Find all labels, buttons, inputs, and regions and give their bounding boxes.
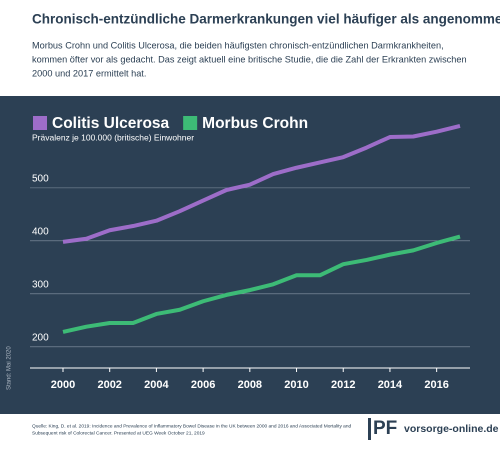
- website: vorsorge-online.de: [404, 423, 499, 435]
- x-tick-label: 2006: [191, 379, 215, 391]
- y-tick-label: 300: [32, 279, 49, 290]
- y-tick-label: 400: [32, 226, 49, 237]
- y-tick-label: 500: [32, 174, 49, 185]
- legend-swatch: [183, 116, 198, 130]
- y-axis-label: Prävalenz je 100.000 (britische) Einwohn…: [32, 132, 194, 142]
- x-tick-label: 2008: [238, 379, 262, 391]
- source: Quelle: King, D. et al. 2019: Incidence …: [32, 423, 352, 429]
- side-note: Stand: Mai 2020: [7, 346, 13, 390]
- y-tick-label: 200: [32, 332, 49, 343]
- x-tick-label: 2000: [51, 379, 75, 391]
- subtitle: Morbus Crohn und Colitis Ulcerosa, die b…: [32, 40, 444, 50]
- x-tick-label: 2016: [424, 379, 448, 391]
- subtitle: kommen öfter vor als gedacht. Das zeigt …: [32, 54, 467, 64]
- chart-title: Chronisch-entzündliche Darmerkrankungen …: [32, 12, 500, 27]
- logo: PF: [373, 418, 397, 439]
- x-tick-label: 2004: [144, 379, 169, 391]
- legend-label: Morbus Crohn: [202, 115, 308, 132]
- legend-swatch: [33, 116, 47, 130]
- x-tick-label: 2002: [97, 379, 121, 391]
- legend-label: Colitis Ulcerosa: [52, 115, 170, 132]
- subtitle: 2000 und 2017 ermittelt hat.: [32, 68, 146, 78]
- logo-bar: [368, 418, 371, 440]
- x-tick-label: 2012: [331, 379, 355, 391]
- data-line: [62, 234, 461, 334]
- data-line: [62, 123, 461, 244]
- x-tick-label: 2010: [284, 379, 308, 391]
- x-tick-label: 2014: [378, 379, 403, 391]
- source: Subsequent risk of Colorectal Cancer. Pr…: [32, 430, 205, 436]
- chart-panel: [0, 96, 500, 414]
